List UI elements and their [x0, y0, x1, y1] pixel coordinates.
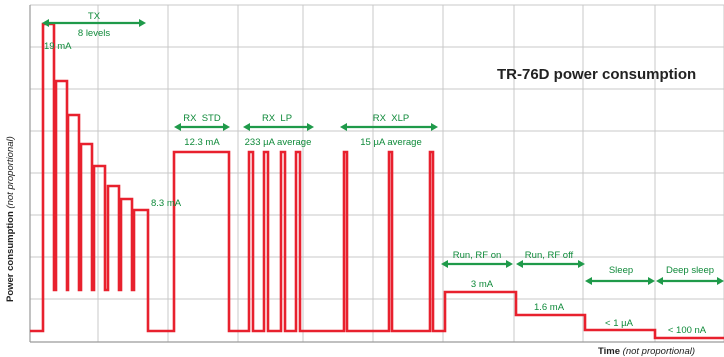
sleep-value: < 1 µA — [605, 318, 634, 329]
grid — [29, 4, 724, 343]
rx-std-arrow-head-left — [174, 123, 181, 131]
run-rf-on-arrow-head-left — [441, 260, 448, 268]
phase-value-labels: 19 mA 8.3 mA 12.3 mA 233 µA average 15 µ… — [44, 41, 707, 336]
rx-std-arrow-head-right — [223, 123, 230, 131]
phase-arrows — [42, 19, 724, 285]
rx-xlp-arrow-head-right — [431, 123, 438, 131]
tx-min-value: 8.3 mA — [151, 198, 182, 209]
run-rf-off-value: 1.6 mA — [534, 302, 565, 313]
x-axis-label-main: Time — [598, 346, 620, 357]
sleep-arrow — [585, 277, 655, 285]
y-axis-label: Power consumption (not proportional) — [5, 136, 16, 302]
tx-sublabel: 8 levels — [78, 28, 110, 39]
run-rf-off-arrow — [516, 260, 585, 268]
run-rf-on-arrow-head-right — [506, 260, 513, 268]
tx-label: TX — [88, 11, 101, 22]
rx-xlp-value: 15 µA average — [360, 137, 421, 148]
sleep-label: Sleep — [609, 265, 633, 276]
sleep-arrow-head-left — [585, 277, 592, 285]
rx-lp-value: 233 µA average — [245, 137, 312, 148]
run-rf-off-arrow-head-right — [578, 260, 585, 268]
y-axis-label-note: (not proportional) — [5, 136, 16, 208]
rx-xlp-arrow-head-left — [340, 123, 347, 131]
rx-xlp-arrow — [340, 123, 438, 131]
run-rf-on-value: 3 mA — [471, 279, 494, 290]
tx-arrow-head-left — [42, 19, 49, 27]
diagram-title: TR-76D power consumption — [497, 66, 696, 83]
rx-lp-arrow-head-right — [307, 123, 314, 131]
tx-arrow — [42, 19, 146, 27]
tx-max-value: 19 mA — [44, 41, 72, 52]
x-axis-label-note: (not proportional) — [623, 346, 695, 357]
deep-sleep-arrow-head-left — [656, 277, 663, 285]
sleep-arrow-head-right — [648, 277, 655, 285]
run-rf-off-label: Run, RF off — [525, 250, 574, 261]
deep-sleep-arrow — [656, 277, 724, 285]
axes — [29, 5, 724, 343]
rx-std-label: RX STD — [183, 113, 221, 124]
rx-lp-label: RX LP — [262, 113, 292, 124]
deep-sleep-label: Deep sleep — [666, 265, 714, 276]
rx-lp-arrow-head-left — [243, 123, 250, 131]
x-axis-label: Time (not proportional) — [598, 346, 695, 357]
deep-sleep-value: < 100 nA — [668, 325, 707, 336]
phase-name-labels: TX 8 levels RX STD RX LP RX XLP Run, RF … — [78, 11, 714, 276]
tx-arrow-head-right — [139, 19, 146, 27]
run-rf-off-arrow-head-left — [516, 260, 523, 268]
y-axis-label-main: Power consumption — [5, 211, 16, 302]
run-rf-on-arrow — [441, 260, 513, 268]
rx-lp-arrow — [243, 123, 314, 131]
run-rf-on-label: Run, RF on — [453, 250, 502, 261]
deep-sleep-arrow-head-right — [717, 277, 724, 285]
rx-xlp-label: RX XLP — [373, 113, 409, 124]
rx-std-value: 12.3 mA — [184, 137, 220, 148]
rx-std-arrow — [174, 123, 230, 131]
power-trace — [30, 22, 724, 340]
